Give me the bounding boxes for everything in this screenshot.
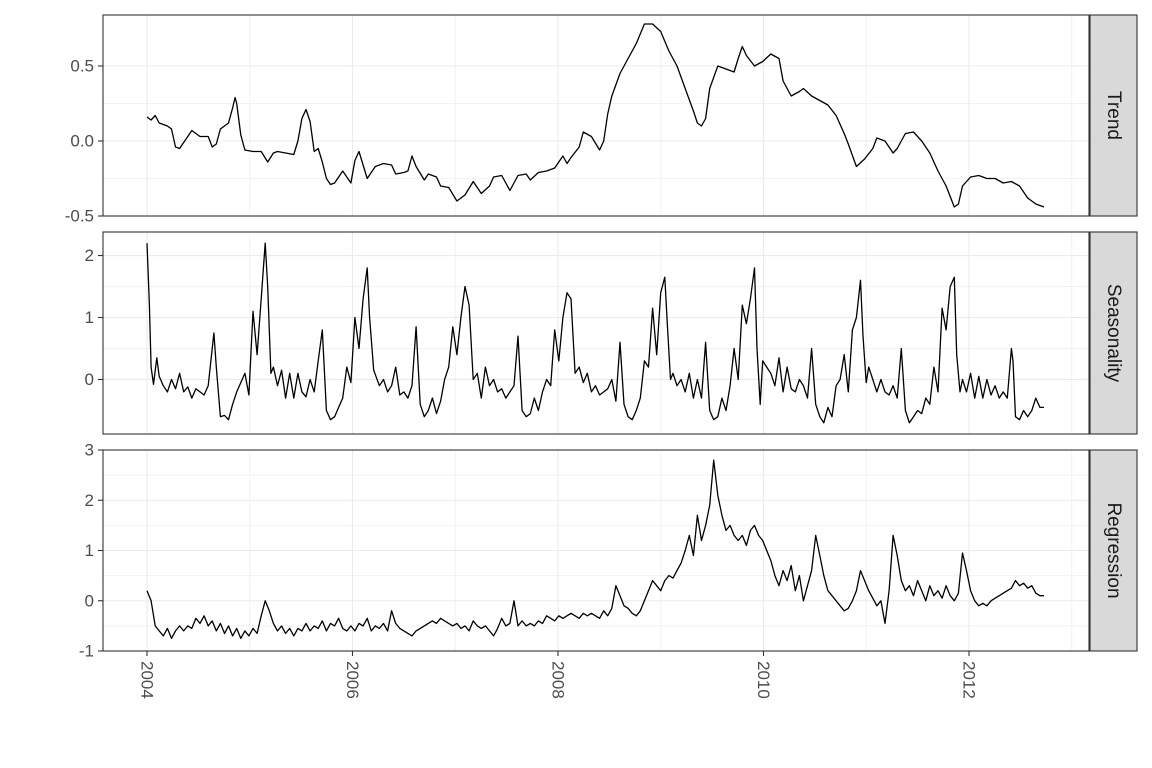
series-line-trend [146,23,1045,208]
y-tick-label-seasonality: 2 [85,246,94,265]
y-tick-label-trend: -0.5 [65,207,94,226]
facet-strip-regression [1089,449,1138,652]
y-tick-label-trend: 0.5 [70,57,94,76]
series-line-regression [146,459,1044,640]
y-tick-label-regression: 2 [85,491,94,510]
facet-strip-label-seasonality: Seasonality [1103,284,1124,383]
facet-strip-label-regression: Regression [1103,502,1124,598]
y-tick-label-regression: 1 [85,541,94,560]
y-tick-label-seasonality: 1 [85,308,94,327]
panel-background-trend [103,15,1089,216]
facet-strip-seasonality [1089,231,1138,435]
x-tick-label: 2004 [138,661,157,699]
panel-border-trend [102,14,1090,217]
y-tick-label-regression: 0 [85,591,94,610]
y-tick-label-regression: -1 [79,642,94,661]
series-line-seasonality [146,242,1044,424]
x-tick-label: 2006 [343,661,362,699]
facet-strip-trend [1089,14,1138,217]
y-tick-label-trend: 0.0 [70,132,94,151]
x-tick-label: 2010 [754,661,773,699]
y-tick-label-seasonality: 0 [85,370,94,389]
panel-border-seasonality [102,231,1090,435]
facet-strip-label-trend: Trend [1103,91,1124,140]
x-tick-label: 2008 [549,661,568,699]
y-tick-label-regression: 3 [85,441,94,460]
x-tick-label: 2012 [960,661,979,699]
